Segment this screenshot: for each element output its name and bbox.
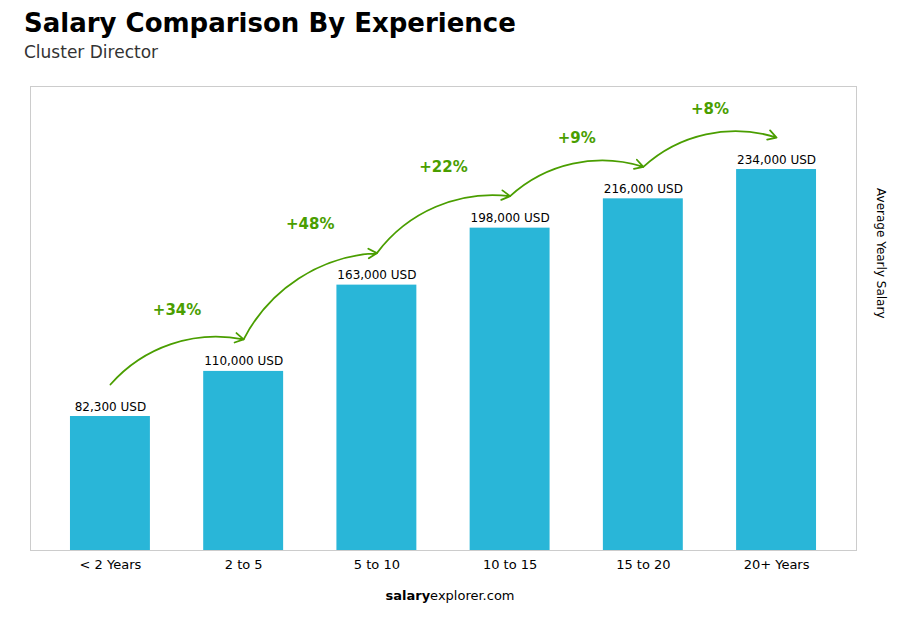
svg-text:Average Yearly Salary: Average Yearly Salary — [874, 188, 888, 318]
svg-text:163,000 USD: 163,000 USD — [337, 268, 416, 282]
svg-text:10 to 15: 10 to 15 — [483, 557, 537, 572]
svg-text:+22%: +22% — [419, 158, 467, 176]
svg-text:20+ Years: 20+ Years — [744, 557, 810, 572]
svg-text:+8%: +8% — [691, 100, 729, 118]
svg-text:15 to 20: 15 to 20 — [616, 557, 670, 572]
svg-text:110,000 USD: 110,000 USD — [204, 354, 283, 368]
svg-text:5 to 10: 5 to 10 — [354, 557, 400, 572]
svg-text:234,000 USD: 234,000 USD — [737, 153, 816, 167]
svg-text:< 2 Years: < 2 Years — [80, 557, 142, 572]
svg-text:82,300 USD: 82,300 USD — [75, 400, 146, 414]
html-text:Cluster Director: Cluster Director — [24, 42, 158, 62]
svg-text:+9%: +9% — [558, 129, 596, 147]
svg-text:+48%: +48% — [286, 215, 334, 233]
html-text:Salary Comparison By Experienc: Salary Comparison By Experience — [24, 8, 516, 38]
svg-text:+34%: +34% — [153, 301, 201, 319]
svg-text:216,000 USD: 216,000 USD — [604, 182, 683, 196]
svg-text:198,000 USD: 198,000 USD — [471, 211, 550, 225]
svg-text:2 to 5: 2 to 5 — [225, 557, 263, 572]
html-text:salary explorer.com: salary explorer.com — [385, 588, 515, 603]
